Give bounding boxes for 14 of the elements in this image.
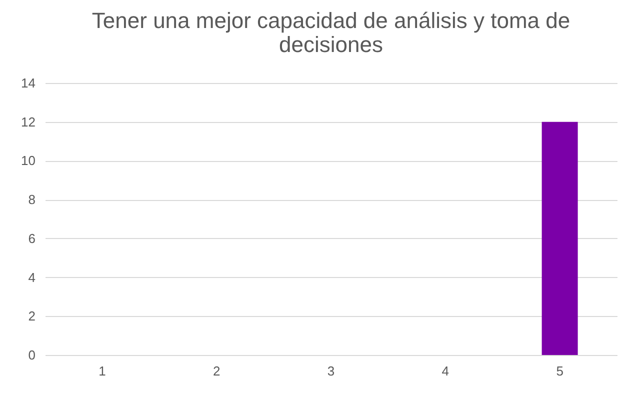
y-tick-label: 2 (28, 308, 36, 324)
x-tick-label: 5 (556, 364, 564, 378)
y-tick-label: 14 (21, 76, 36, 90)
x-tick-label: 2 (212, 364, 220, 378)
x-tick-label: 4 (442, 364, 450, 378)
chart-title: Tener una mejor capacidad de análisis y toma de decisiones (92, 8, 570, 57)
y-tick-label: 12 (21, 114, 36, 130)
y-tick-label: 10 (21, 153, 36, 168)
y-tick-label: 6 (28, 230, 36, 246)
y-tick-label: 4 (28, 270, 36, 285)
x-tick-label: 1 (98, 364, 106, 378)
y-tick-label: 8 (28, 192, 36, 208)
x-tick-label: 3 (327, 364, 335, 378)
y-tick-label: 0 (28, 348, 36, 362)
